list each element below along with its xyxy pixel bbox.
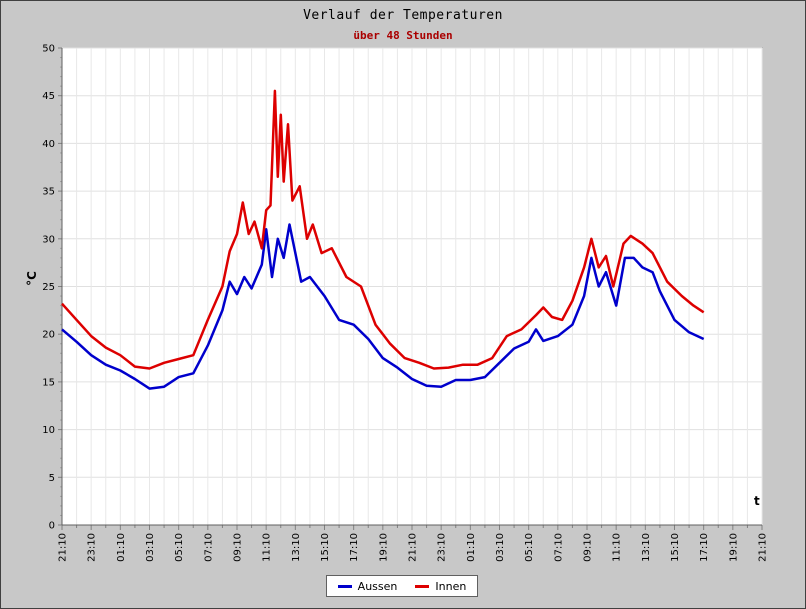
y-tick-label: 5: [49, 473, 55, 484]
y-tick-label: 0: [49, 521, 55, 532]
axes: 0 5 10 15 20 25 30 35 40 45 50 21:10 23:10 01:10 03:10…: [42, 44, 768, 562]
x-tick-label: 11:10: [262, 533, 273, 562]
legend-label-aussen: Aussen: [357, 579, 398, 593]
x-tick-label: 03:10: [495, 533, 506, 562]
x-tick-label: 01:10: [116, 533, 127, 562]
chart-subtitle: über 48 Stunden: [353, 29, 453, 42]
legend: Aussen Innen: [326, 575, 478, 597]
y-tick-label: 50: [42, 44, 55, 55]
y-tick-label: 35: [42, 187, 55, 198]
y-tick-label: 45: [42, 91, 55, 102]
x-tick-label: 03:10: [145, 533, 156, 562]
chart-title: Verlauf der Temperaturen: [303, 8, 503, 23]
x-tick-label: 07:10: [553, 533, 564, 562]
x-tick-label: 05:10: [174, 533, 185, 562]
legend-swatch-innen: [415, 584, 430, 588]
y-tick-label: 40: [42, 139, 55, 150]
x-tick-label: 13:10: [291, 533, 302, 562]
x-tick-label: 21:10: [408, 533, 419, 562]
x-tick-label: 23:10: [87, 533, 98, 562]
legend-item-innen: Innen: [415, 580, 466, 593]
y-tick-label: 30: [42, 234, 55, 245]
x-tick-label: 07:10: [203, 533, 214, 562]
x-tick-label: 21:10: [758, 533, 769, 562]
x-tick-label: 01:10: [466, 533, 477, 562]
x-tick-label: 15:10: [320, 533, 331, 562]
legend-item-aussen: Aussen: [337, 579, 398, 593]
y-tick-label: 20: [42, 330, 55, 341]
legend-swatch-aussen: [337, 584, 352, 588]
x-tick-label: 21:10: [58, 533, 69, 562]
x-axis-label: t: [754, 494, 760, 508]
x-tick-label: 11:10: [612, 533, 623, 562]
x-tick-label: 19:10: [728, 533, 739, 562]
y-axis-label: °C: [25, 271, 39, 286]
x-tick-label: 13:10: [641, 533, 652, 562]
x-tick-label: 23:10: [437, 533, 448, 562]
x-tick-label: 15:10: [670, 533, 681, 562]
x-tick-label: 19:10: [378, 533, 389, 562]
x-tick-label: 05:10: [524, 533, 535, 562]
series-layer: [61, 89, 705, 390]
x-tick-label: 09:10: [583, 533, 594, 562]
series-line-aussen: [61, 223, 705, 390]
x-tick-label: 17:10: [699, 533, 710, 562]
legend-label-innen: Innen: [435, 579, 467, 593]
y-tick-label: 15: [42, 377, 55, 388]
series-line-innen: [61, 89, 705, 370]
x-tick-label: 17:10: [349, 533, 360, 562]
y-tick-label: 25: [42, 282, 55, 293]
x-tick-label: 09:10: [233, 533, 244, 562]
y-tick-label: 10: [42, 425, 55, 436]
